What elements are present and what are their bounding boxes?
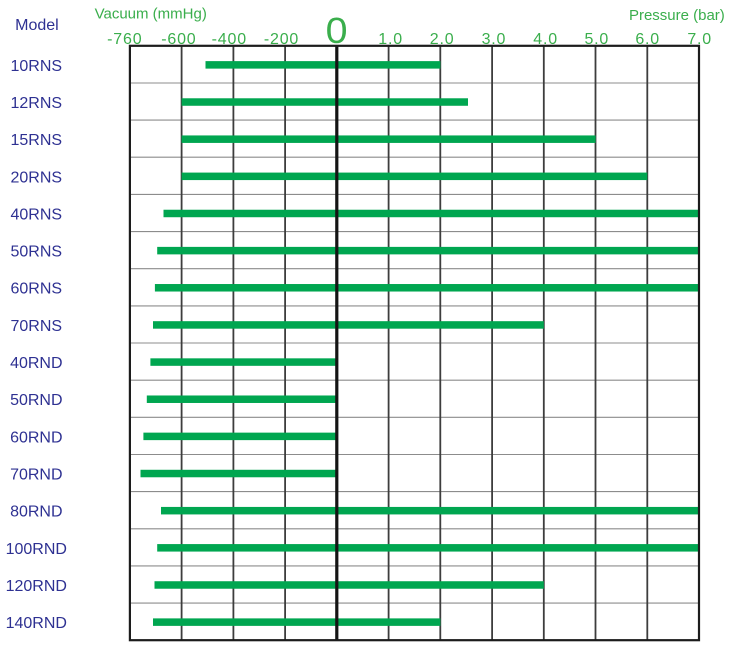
svg-text:40RND: 40RND (10, 355, 62, 372)
svg-text:140RND: 140RND (6, 615, 67, 632)
svg-text:40RNS: 40RNS (11, 206, 63, 223)
svg-text:60RNS: 60RNS (11, 281, 63, 298)
svg-text:10RNS: 10RNS (11, 58, 63, 75)
svg-text:60RND: 60RND (10, 429, 62, 446)
svg-text:-760: -760 (107, 31, 142, 48)
svg-text:Model: Model (15, 17, 59, 34)
svg-text:-600: -600 (161, 31, 196, 48)
svg-text:120RND: 120RND (6, 578, 67, 595)
svg-text:80RND: 80RND (10, 504, 62, 521)
svg-text:Vacuum (mmHg): Vacuum (mmHg) (95, 6, 207, 23)
svg-text:1.0: 1.0 (378, 31, 403, 48)
svg-text:15RNS: 15RNS (11, 132, 63, 149)
svg-text:20RNS: 20RNS (11, 169, 63, 186)
svg-text:12RNS: 12RNS (11, 95, 63, 112)
svg-text:50RNS: 50RNS (11, 244, 63, 261)
svg-text:2.0: 2.0 (430, 31, 455, 48)
svg-text:4.0: 4.0 (533, 31, 558, 48)
svg-text:-200: -200 (264, 31, 299, 48)
svg-text:100RND: 100RND (6, 541, 67, 558)
svg-text:70RNS: 70RNS (11, 318, 63, 335)
svg-text:50RND: 50RND (10, 392, 62, 409)
svg-text:-400: -400 (212, 31, 247, 48)
svg-text:5.0: 5.0 (584, 31, 609, 48)
svg-text:70RND: 70RND (10, 467, 62, 484)
svg-text:3.0: 3.0 (482, 31, 507, 48)
svg-text:0: 0 (326, 11, 348, 51)
svg-text:Pressure (bar): Pressure (bar) (629, 7, 725, 24)
svg-text:6.0: 6.0 (635, 31, 660, 48)
svg-text:7.0: 7.0 (687, 31, 712, 48)
